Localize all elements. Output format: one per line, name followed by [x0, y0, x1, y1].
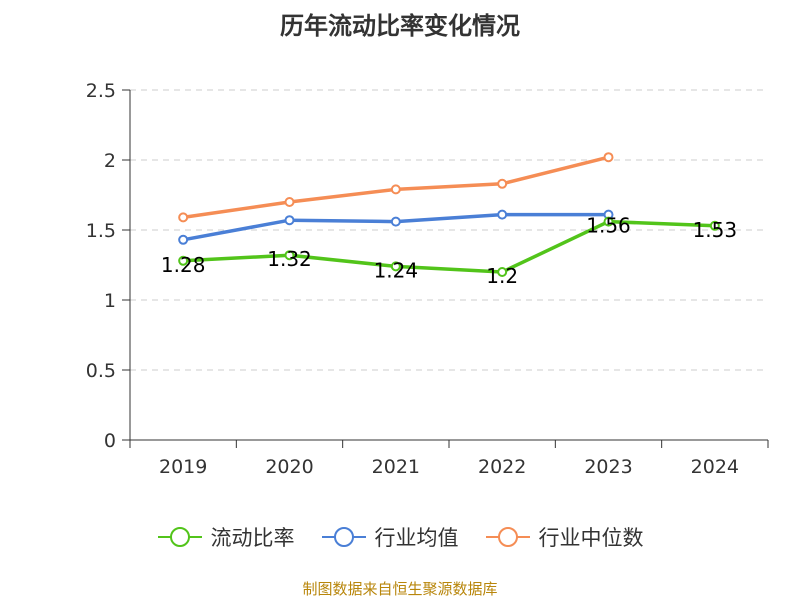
data-point-current_ratio: [709, 220, 720, 231]
data-point-current_ratio: [284, 250, 295, 261]
x-tick-label: 2020: [265, 456, 313, 478]
x-tick-label: 2021: [372, 456, 420, 478]
data-label: 1.28: [161, 253, 206, 277]
y-tick-label: 1.5: [86, 220, 116, 242]
data-label: 1.32: [267, 247, 312, 271]
data-point-industry_median: [178, 212, 189, 223]
chart-title: 历年流动比率变化情况: [280, 12, 520, 40]
x-tick-label: 2022: [478, 456, 526, 478]
data-label: 1.53: [693, 218, 738, 242]
legend-line-circle-icon: [321, 527, 366, 547]
data-point-industry_mean: [178, 234, 189, 245]
legend-item-industry_mean[interactable]: 行业均值: [321, 522, 459, 552]
data-point-industry_median: [284, 197, 295, 207]
data-point-current_ratio: [390, 261, 401, 272]
legend-line-circle-icon: [485, 527, 530, 547]
x-tick-label: 2024: [691, 456, 739, 478]
x-tick-label: 2019: [159, 456, 207, 478]
legend-item-industry_median[interactable]: 行业中位数: [485, 522, 644, 552]
y-tick-label: 2.5: [86, 80, 116, 102]
data-point-industry_median: [603, 152, 614, 163]
legend-label: 流动比率: [210, 526, 295, 550]
source-note: 制图数据来自恒生聚源数据库: [302, 580, 498, 598]
data-point-current_ratio: [603, 216, 614, 227]
data-point-current_ratio: [178, 255, 189, 266]
legend-label: 行业中位数: [538, 526, 644, 550]
data-point-industry_mean: [284, 215, 295, 226]
data-point-industry_mean: [497, 209, 508, 220]
y-tick-label: 0.5: [86, 360, 116, 382]
y-tick-label: 0: [104, 430, 116, 452]
legend-line-circle-icon: [157, 527, 202, 547]
data-point-current_ratio: [497, 267, 508, 277]
data-label: 1.24: [374, 258, 419, 282]
data-label: 1.56: [586, 214, 631, 238]
data-point-industry_median: [497, 178, 508, 189]
y-tick-label: 1: [104, 290, 116, 312]
y-tick-label: 2: [104, 150, 116, 172]
data-label: 1.2: [486, 264, 518, 288]
legend-item-current_ratio[interactable]: 流动比率: [157, 522, 295, 552]
chart-legend: 流动比率 行业均值 行业中位数: [0, 520, 800, 554]
series-line-current_ratio: [181, 219, 717, 274]
data-point-industry_median: [390, 184, 401, 195]
x-tick-label: 2023: [584, 456, 632, 478]
data-point-industry_mean: [390, 216, 401, 227]
legend-label: 行业均值: [374, 526, 459, 550]
